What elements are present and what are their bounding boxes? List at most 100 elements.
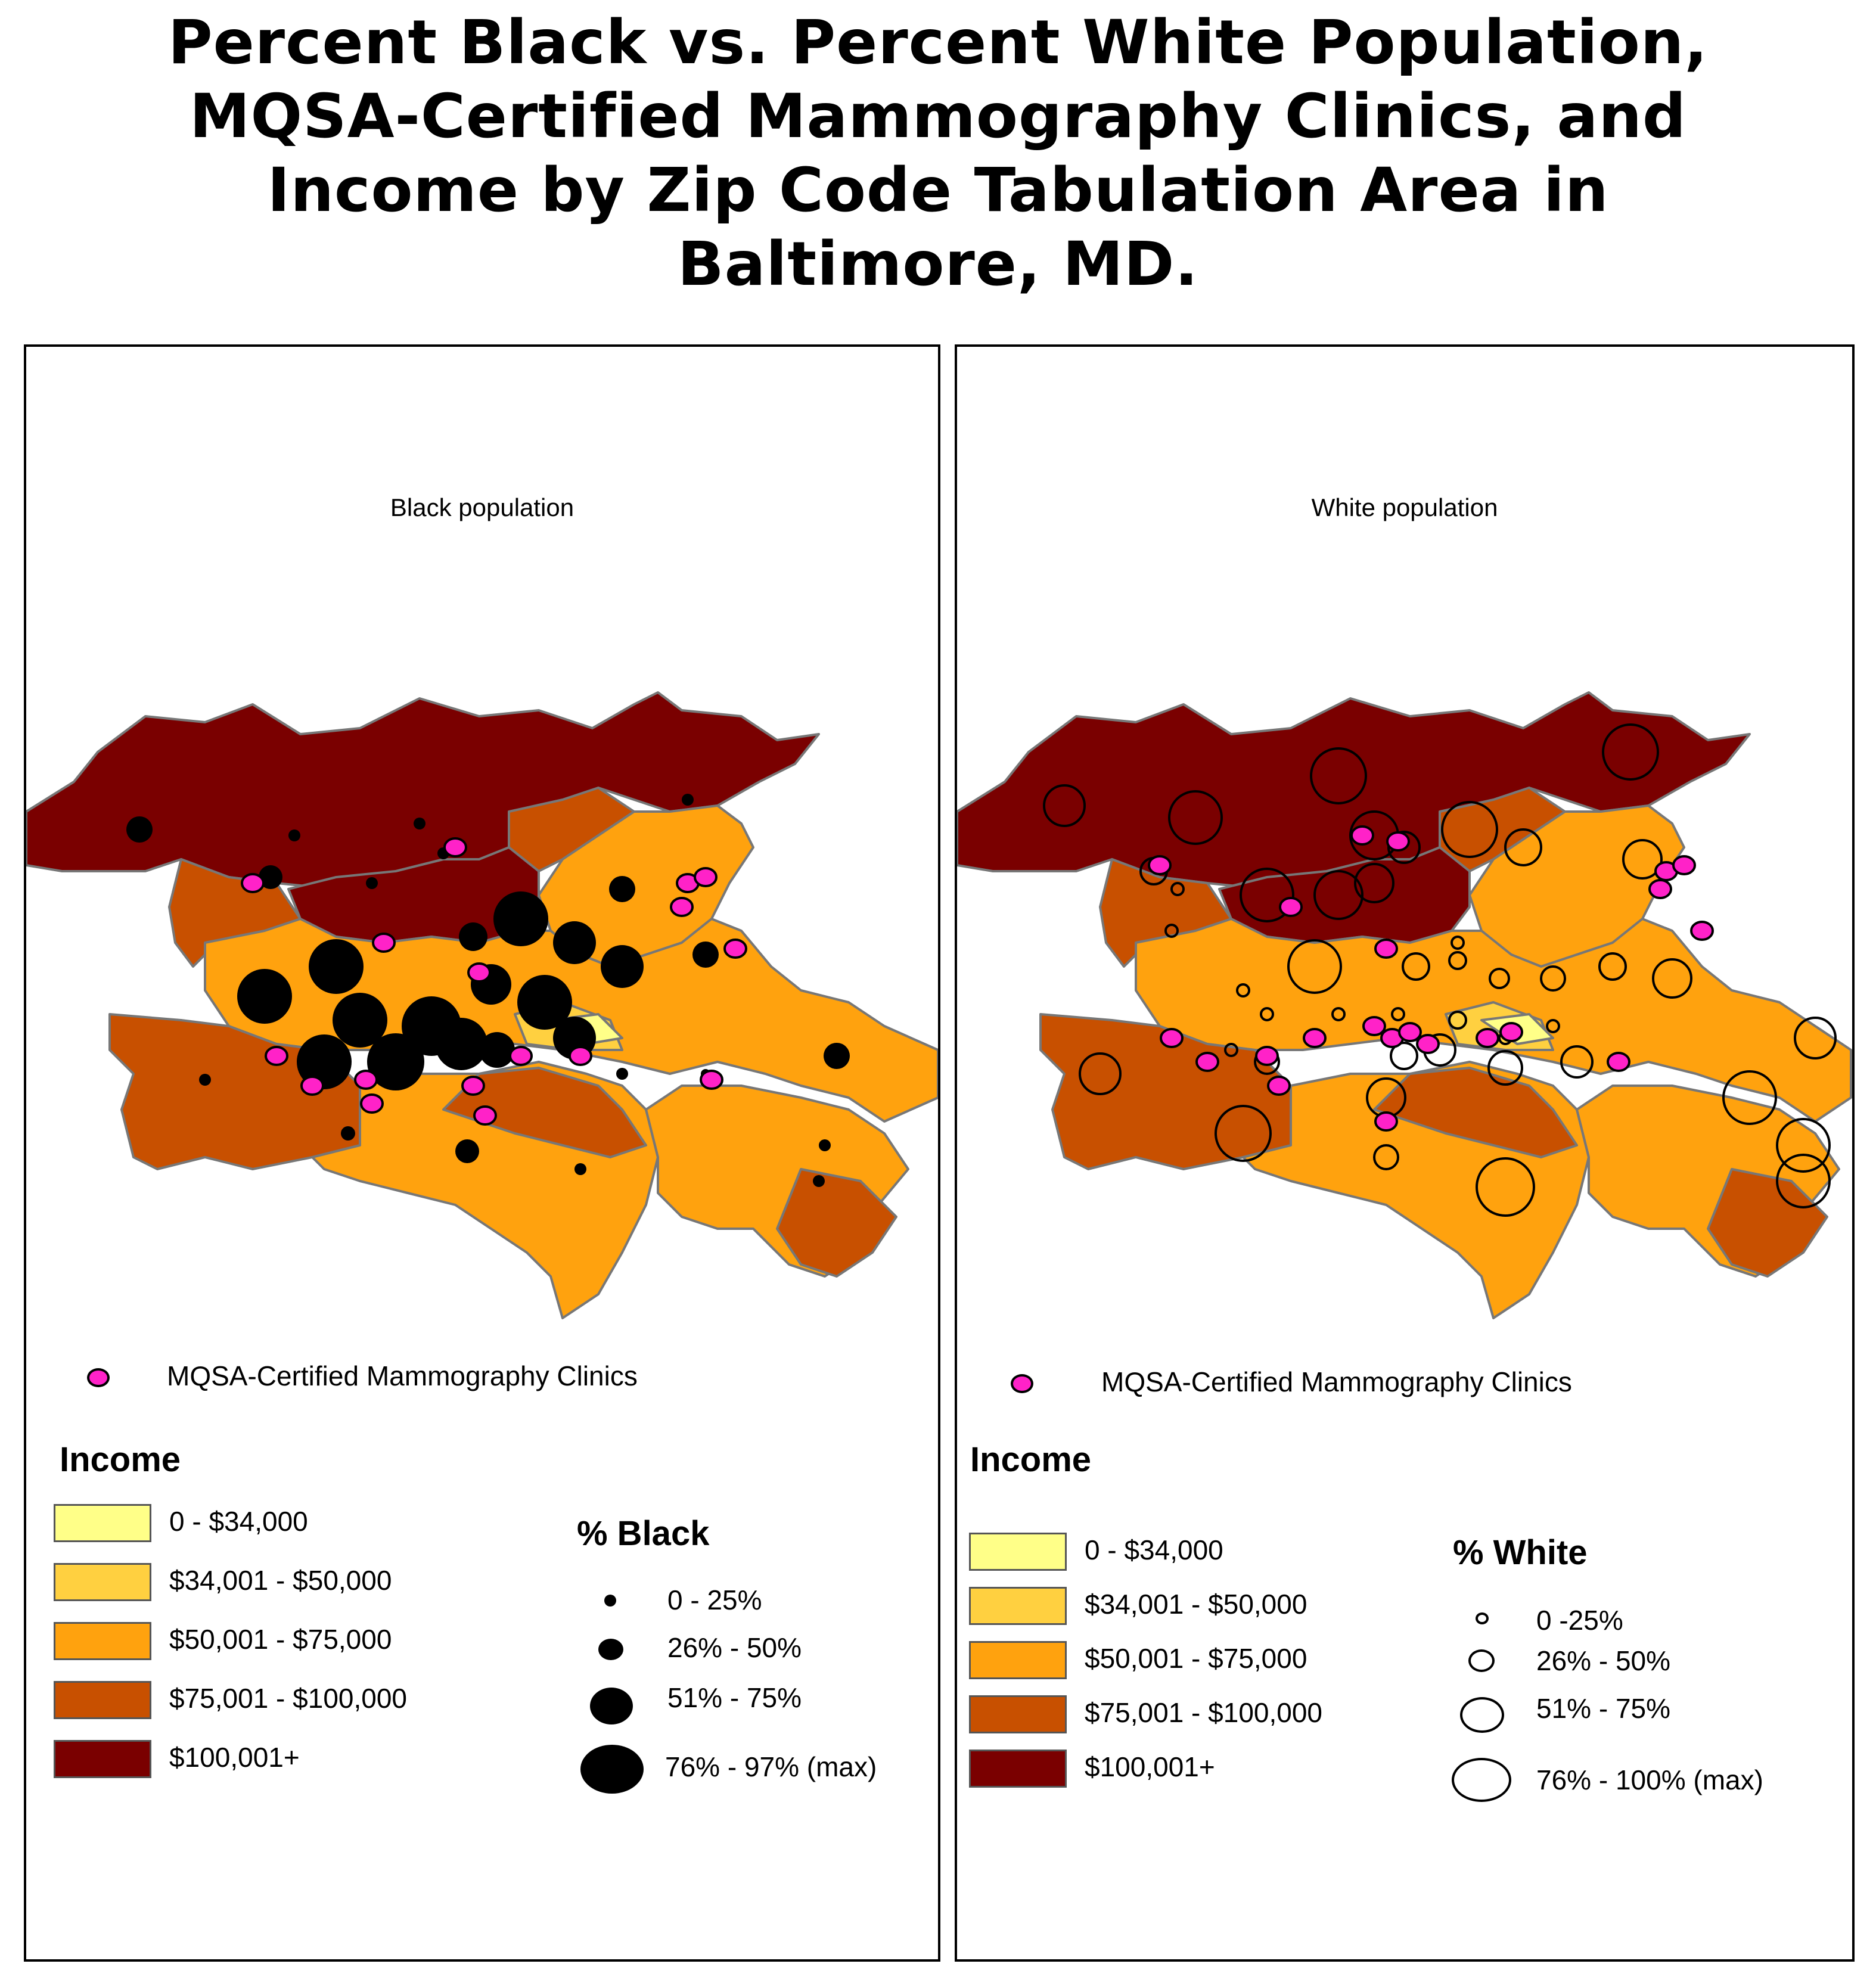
white-symbol [1448, 1011, 1467, 1030]
white-symbol [1540, 965, 1566, 992]
black-symbol [553, 921, 596, 964]
white-symbol [1240, 868, 1294, 922]
zcta-polygons [26, 691, 938, 1319]
income-swatch [969, 1750, 1067, 1788]
income-label: $34,001 - $50,000 [1085, 1589, 1307, 1620]
pct-black-class-26-50: 26% - 50% [563, 1630, 932, 1680]
title-line-4: Baltimore, MD. [677, 229, 1199, 300]
clinic-point [461, 1076, 485, 1096]
title-line-2: MQSA-Certified Mammography Clinics, and [189, 81, 1687, 152]
white-symbol [1776, 1154, 1831, 1208]
income-label: $50,001 - $75,000 [169, 1624, 392, 1655]
clinic-legend-symbol [1011, 1374, 1033, 1393]
zcta-polygons [957, 691, 1852, 1319]
income-class-100k-plus: $100,001+ [54, 1740, 471, 1799]
white-panel-title: White population [1311, 493, 1498, 521]
income-label: $34,001 - $50,000 [169, 1565, 392, 1596]
white-clinic-legend: MQSA-Certified Mammography Clinics [993, 1366, 1827, 1402]
clinic-point [1476, 1028, 1499, 1048]
white-population-panel: White population [955, 344, 1855, 1962]
clinic-point [1362, 1016, 1386, 1036]
white-symbol [1331, 1007, 1346, 1021]
income-class-0-34k: 0 - $34,000 [54, 1504, 471, 1563]
white-symbol [1776, 1118, 1831, 1173]
white-symbol [1402, 952, 1430, 981]
income-class-75-100k: $75,001 - $100,000 [969, 1695, 1386, 1750]
income-swatch [969, 1695, 1067, 1733]
black-symbol [333, 993, 387, 1048]
pct-black-class-51-75: 51% - 75% [563, 1680, 932, 1730]
income-swatch [969, 1587, 1067, 1625]
black-symbol [414, 818, 425, 829]
clinic-point [372, 933, 396, 953]
black-symbol [199, 1074, 211, 1086]
white-symbol [1260, 1007, 1274, 1021]
white-symbol [1504, 828, 1542, 866]
pct-white-label: 76% - 100% (max) [1536, 1764, 1763, 1795]
white-symbol [1236, 983, 1250, 998]
white-symbol [1598, 952, 1627, 981]
black-symbol [574, 1163, 586, 1175]
black-symbol [682, 794, 694, 806]
white-symbol [1560, 1045, 1594, 1079]
black-symbol [616, 1068, 628, 1080]
black-symbol [609, 876, 635, 902]
clinic-point [1386, 831, 1410, 852]
white-symbol [1546, 1019, 1560, 1033]
white-symbol [1310, 747, 1367, 804]
white-symbol [1287, 939, 1342, 994]
clinic-point [354, 1070, 378, 1090]
income-class-50-75k: $50,001 - $75,000 [969, 1641, 1386, 1695]
pct-white-class-0-25: 0 -25% [1446, 1604, 1851, 1645]
clinic-points [1148, 825, 1714, 1132]
white-symbol [1722, 1070, 1777, 1125]
white-income-legend: 0 - $34,000 $34,001 - $50,000 $50,001 - … [969, 1533, 1386, 1804]
clinic-point [569, 1046, 592, 1066]
title-line-3: Income by Zip Code Tabulation Area in [267, 155, 1609, 226]
white-population-map [957, 691, 1852, 1319]
black-symbol [601, 945, 644, 988]
black-symbol [237, 969, 292, 1024]
clinic-point [1416, 1034, 1440, 1054]
black-income-legend: 0 - $34,000 $34,001 - $50,000 $50,001 - … [54, 1504, 471, 1799]
pct-white-class-26-50: 26% - 50% [1446, 1645, 1851, 1691]
pct-black-label: 26% - 50% [667, 1632, 802, 1663]
zcta-south-75k [1373, 1067, 1578, 1158]
income-swatch [54, 1681, 151, 1719]
black-symbol [297, 1034, 352, 1089]
white-symbol [1451, 936, 1465, 950]
white-symbol [1622, 839, 1663, 880]
white-symbol [1476, 1157, 1535, 1217]
pct-white-label: 51% - 75% [1536, 1693, 1671, 1724]
black-pct-symbols [126, 794, 850, 1187]
pct-black-symbol-small [604, 1595, 616, 1607]
clinic-point [670, 897, 694, 917]
white-pct-symbols [1043, 723, 1837, 1217]
pct-white-label: 0 -25% [1536, 1605, 1623, 1636]
clinic-points [241, 837, 747, 1126]
black-population-map [26, 691, 938, 1319]
black-symbol [455, 1139, 479, 1163]
white-symbol [1487, 1050, 1523, 1086]
income-label: $75,001 - $100,000 [1085, 1697, 1323, 1728]
income-label: 0 - $34,000 [1085, 1534, 1223, 1565]
black-symbol [479, 1032, 515, 1068]
pct-white-symbol-xlarge [1452, 1758, 1511, 1802]
white-symbol [1373, 1144, 1399, 1170]
pct-black-symbol-xlarge [580, 1745, 644, 1794]
clinic-point [1374, 1111, 1398, 1132]
clinic-point [723, 939, 747, 959]
clinic-legend-label: MQSA-Certified Mammography Clinics [1101, 1366, 1572, 1397]
clinic-point [1648, 879, 1672, 899]
clinic-point [1672, 855, 1696, 875]
income-class-50-75k: $50,001 - $75,000 [54, 1622, 471, 1681]
white-symbol [1170, 882, 1185, 896]
clinic-point [241, 873, 265, 893]
pct-white-legend: 0 -25% 26% - 50% 51% - 75% 76% - 100% (m… [1446, 1604, 1851, 1802]
white-symbol [1391, 1007, 1405, 1021]
black-symbol [493, 891, 548, 946]
black-symbol [309, 939, 364, 994]
clinic-point [1160, 1028, 1184, 1048]
income-swatch [54, 1563, 151, 1601]
pct-white-title: % White [1453, 1533, 1588, 1572]
